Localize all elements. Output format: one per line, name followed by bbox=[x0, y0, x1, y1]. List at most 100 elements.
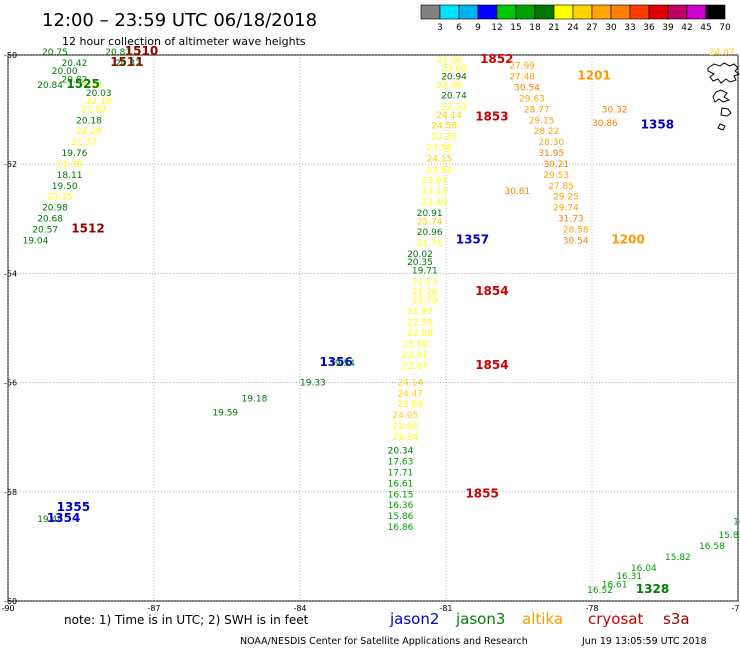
time-label: 1512 bbox=[71, 221, 104, 235]
wave-height-value: 24.47 bbox=[397, 389, 423, 399]
wave-height-value: 20.32 bbox=[115, 59, 141, 69]
wave-height-value: 23.40 bbox=[422, 198, 448, 208]
wave-height-value: 24.05 bbox=[392, 411, 418, 421]
color-scale-label: 27 bbox=[586, 23, 597, 33]
wave-height-value: 27.99 bbox=[509, 62, 535, 72]
legend-altika: altika bbox=[522, 610, 563, 628]
color-swatch bbox=[477, 4, 498, 20]
wave-height-value: 21.66 bbox=[392, 422, 418, 432]
wave-height-value: 21.57 bbox=[71, 138, 97, 148]
time-label: 1852 bbox=[480, 52, 513, 66]
wave-height-value: 19.59 bbox=[212, 408, 238, 418]
track-jason2: 24.07 30.32 30.86 30.81 1358 1357 1356 1355 bbox=[57, 48, 735, 514]
color-scale-label: 3 bbox=[437, 23, 443, 33]
wave-height-value: 19.33 bbox=[300, 378, 326, 388]
y-tick-label: -58 bbox=[4, 488, 17, 497]
wave-height-value: 23.36 bbox=[436, 56, 462, 66]
wave-height-value: 29.74 bbox=[553, 204, 579, 214]
wave-height-value: 15.86 bbox=[388, 512, 414, 522]
plot-frame bbox=[7, 54, 739, 602]
color-swatch bbox=[572, 4, 593, 20]
wave-height-value: 17.63 bbox=[388, 458, 414, 468]
y-tick-label: -54 bbox=[4, 269, 17, 278]
wave-height-value: 21.34 bbox=[392, 433, 418, 443]
wave-height-value: 16.58 bbox=[699, 542, 725, 552]
wave-height-value: 19.76 bbox=[62, 149, 88, 159]
time-label: 1854 bbox=[475, 358, 508, 372]
wave-height-value: 22.55 bbox=[407, 318, 433, 328]
track-jason3: 16.12 15.8316.58 15.82 16.0416.3116.6116.52… bbox=[587, 518, 740, 596]
wave-height-value: 19.18 bbox=[242, 395, 268, 405]
color-scale-label: 45 bbox=[700, 23, 711, 33]
wave-height-value: 23.36 bbox=[436, 81, 462, 91]
footer-timestamp: Jun 19 13:05:59 UTC 2018 bbox=[581, 636, 707, 647]
track-altika: 27.9927.4830.5429.6328.7729.1528.2228.30… bbox=[509, 62, 645, 247]
color-scale-label: 39 bbox=[662, 23, 674, 33]
wave-height-value: 23.13 bbox=[422, 187, 448, 197]
legend-jason2: jason2 bbox=[389, 610, 439, 628]
x-tick-label: -78 bbox=[585, 604, 598, 613]
color-scale-label: 30 bbox=[605, 23, 617, 33]
color-scale-label: 12 bbox=[491, 23, 502, 33]
color-scale-label: 18 bbox=[529, 23, 541, 33]
wave-height-value: 20.00 bbox=[52, 67, 78, 77]
wave-height-value: 28.30 bbox=[538, 138, 564, 148]
wave-height-value: 31.95 bbox=[538, 149, 564, 159]
wave-height-value: 30.21 bbox=[543, 160, 569, 170]
wave-height-value: 20.74 bbox=[441, 92, 467, 102]
footer-note: note: 1) Time is in UTC; 2) SWH is in fe… bbox=[64, 613, 309, 627]
wave-height-value: 30.86 bbox=[592, 119, 618, 129]
y-tick-label: -50 bbox=[4, 51, 17, 60]
wave-height-value: 31.73 bbox=[558, 215, 584, 225]
wave-height-value: 20.81 bbox=[105, 48, 131, 58]
color-swatch bbox=[610, 4, 631, 20]
color-swatch bbox=[553, 4, 574, 20]
wave-height-value: 20.96 bbox=[417, 228, 443, 238]
time-label: 1525 bbox=[66, 77, 99, 91]
wave-height-value: 15.82 bbox=[665, 553, 691, 563]
wave-height-value: 15.83 bbox=[719, 531, 740, 541]
wave-height-value: 20.57 bbox=[32, 225, 58, 235]
wave-height-value: 24.14 bbox=[397, 378, 423, 388]
coastline bbox=[707, 62, 740, 131]
time-label: 1853 bbox=[475, 110, 508, 124]
track-cryosat: 23.3623.6020.9423.3620.7422.3324.1424.58… bbox=[388, 52, 514, 533]
track-altika: 20.81 bbox=[105, 48, 131, 58]
wave-height-value: 21.02 bbox=[81, 105, 107, 115]
wave-height-value: 24.07 bbox=[709, 48, 735, 58]
gridlines bbox=[7, 54, 739, 602]
wave-height-value: 22.88 bbox=[407, 329, 433, 339]
time-label: 1854 bbox=[475, 284, 508, 298]
color-swatch bbox=[496, 4, 517, 20]
legend-jason3: jason3 bbox=[455, 610, 505, 628]
wave-height-value: 19.50 bbox=[52, 182, 78, 192]
color-scale-label: 21 bbox=[548, 23, 559, 33]
time-label: 1358 bbox=[641, 118, 674, 132]
wave-height-value: 29.15 bbox=[529, 116, 555, 126]
x-tick-label: -90 bbox=[1, 604, 14, 613]
wave-height-value: 20.82 bbox=[62, 75, 88, 85]
color-swatch bbox=[534, 4, 555, 20]
time-label: 1511 bbox=[110, 55, 143, 69]
x-tick-label: -75 bbox=[731, 604, 740, 613]
time-label: 1356 bbox=[319, 355, 352, 369]
wave-height-value: 23.56 bbox=[427, 144, 453, 154]
wave-height-value: 21.13 bbox=[412, 277, 438, 287]
wave-height-value: 20.98 bbox=[42, 204, 68, 214]
wave-height-value: 18.11 bbox=[57, 171, 83, 181]
wave-height-value: 20.35 bbox=[407, 258, 433, 268]
color-swatch bbox=[439, 4, 460, 20]
wave-height-value: 22.97 bbox=[402, 351, 428, 361]
wave-height-value: 30.81 bbox=[504, 187, 530, 197]
color-scale-label: 42 bbox=[681, 23, 692, 33]
wave-height-value: 23.50 bbox=[402, 340, 428, 350]
wave-height-value: 16.61 bbox=[388, 479, 414, 489]
wave-height-value: 20.18 bbox=[76, 116, 102, 126]
wave-height-value: 19.48 bbox=[37, 515, 63, 525]
x-tick-label: -87 bbox=[147, 604, 160, 613]
wave-height-value: 27.48 bbox=[509, 73, 535, 83]
wave-height-value: 20.42 bbox=[62, 59, 88, 69]
color-scale-label: 36 bbox=[643, 23, 655, 33]
